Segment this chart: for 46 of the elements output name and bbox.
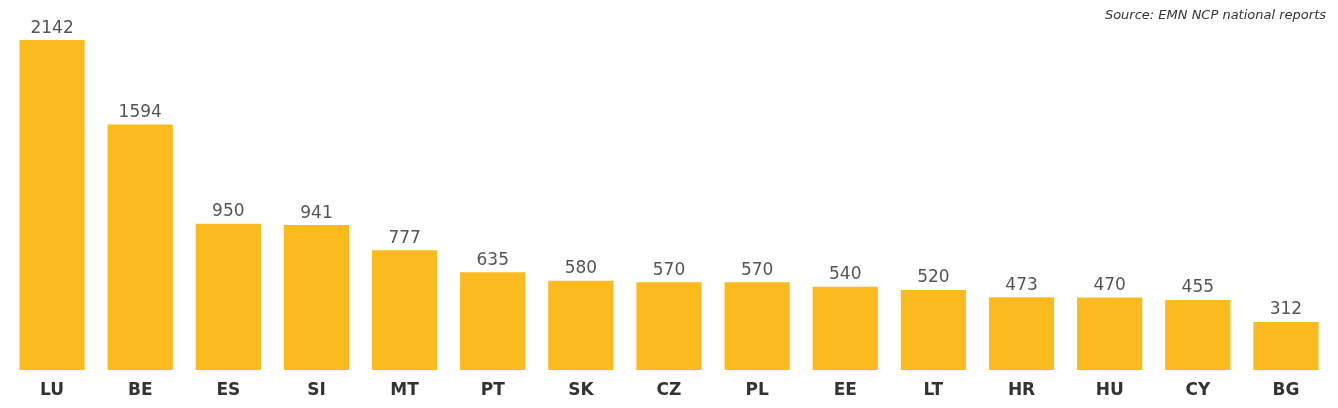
x-tick-label: HR bbox=[1007, 378, 1036, 399]
x-tick-label: BE bbox=[127, 378, 153, 399]
x-tick-label: BG bbox=[1272, 378, 1300, 399]
data-label: 1594 bbox=[118, 100, 162, 121]
data-label: 570 bbox=[740, 258, 774, 279]
source-note: Source: EMN NCP national reports bbox=[1104, 7, 1327, 22]
bar bbox=[812, 286, 878, 370]
bar bbox=[19, 40, 85, 370]
x-tick-label: SI bbox=[307, 378, 326, 399]
data-label: 580 bbox=[564, 257, 598, 278]
bar bbox=[195, 223, 261, 370]
bar bbox=[900, 289, 967, 370]
data-label: 950 bbox=[212, 200, 245, 221]
data-label: 2142 bbox=[30, 16, 74, 37]
data-label: 570 bbox=[652, 258, 686, 279]
data-label: 312 bbox=[1269, 298, 1303, 319]
x-tick-label: PL bbox=[745, 378, 769, 399]
x-tick-label: EE bbox=[833, 378, 857, 399]
data-label: 470 bbox=[1093, 274, 1126, 295]
bar bbox=[107, 124, 173, 370]
data-label: 520 bbox=[917, 266, 950, 287]
data-label: 455 bbox=[1181, 276, 1215, 297]
data-label: 777 bbox=[388, 226, 421, 247]
x-tick-label: MT bbox=[390, 378, 420, 399]
data-label: 473 bbox=[1005, 273, 1038, 294]
bar bbox=[1165, 299, 1231, 370]
bar bbox=[283, 225, 350, 370]
bar bbox=[1077, 297, 1143, 370]
bar bbox=[460, 272, 526, 370]
x-tick-label: LU bbox=[40, 378, 65, 399]
bar bbox=[636, 282, 702, 370]
x-tick-label: PT bbox=[480, 378, 506, 399]
data-label: 941 bbox=[300, 201, 333, 222]
data-label: 635 bbox=[476, 248, 509, 269]
data-label: 540 bbox=[829, 263, 862, 284]
bar bbox=[548, 280, 614, 370]
x-tick-label: HU bbox=[1095, 378, 1124, 399]
bar bbox=[724, 282, 790, 370]
bar bbox=[1253, 321, 1319, 370]
bar bbox=[988, 297, 1055, 370]
bar bbox=[371, 250, 438, 370]
x-tick-label: CZ bbox=[656, 378, 682, 399]
x-tick-label: CY bbox=[1185, 378, 1211, 399]
x-tick-label: ES bbox=[216, 378, 241, 399]
x-tick-label: SK bbox=[568, 378, 595, 399]
x-tick-label: LT bbox=[923, 378, 944, 399]
